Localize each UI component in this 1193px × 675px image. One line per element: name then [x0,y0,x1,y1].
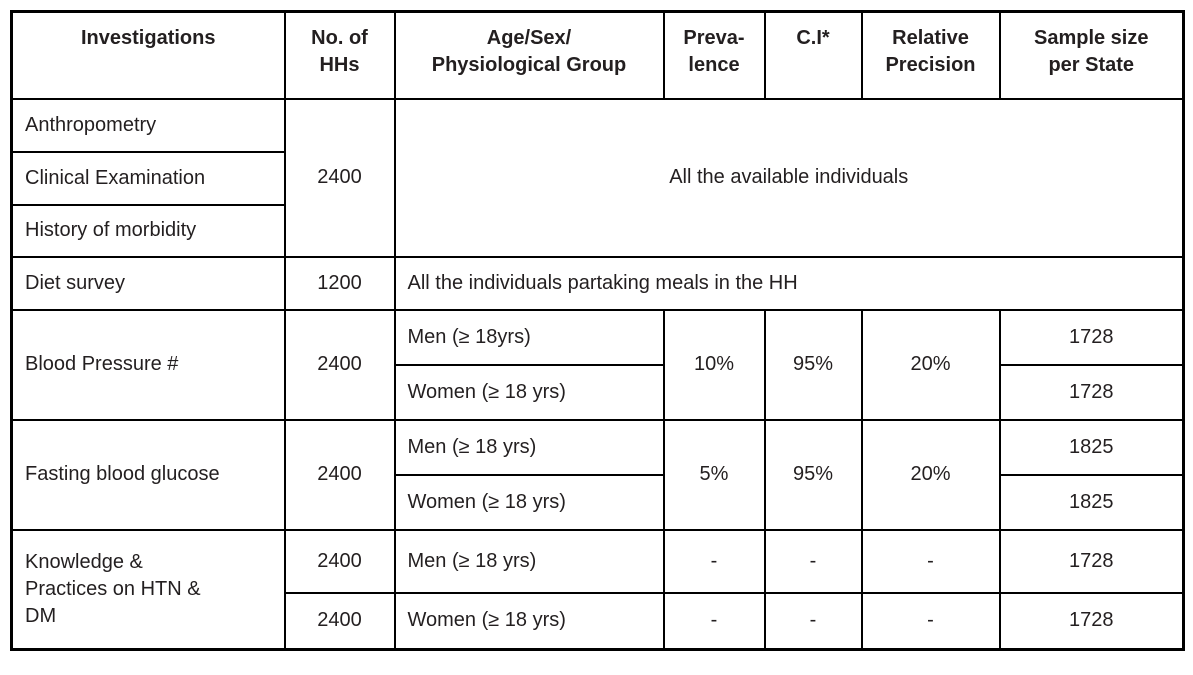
cell-fasting-glucose-prevalence: 5% [662,418,766,531]
header-ci: C.I* [763,10,863,100]
header-row: Investigations No. of HHs Age/Sex/ Physi… [10,10,1185,100]
header-prevalence: Preva- lence [662,10,766,100]
cell-fasting-glucose-sample-men: 1825 [998,418,1185,476]
row-clinical-examination: Clinical Examination [10,150,1184,206]
cell-first-section-group: All the available individuals [393,97,1185,258]
cell-history-of-morbidity: History of morbidity [10,203,286,258]
cell-diet-survey-group: All the individuals partaking meals in t… [393,255,1185,311]
cell-blood-pressure-sample-women: 1728 [998,363,1185,421]
cell-clinical-examination: Clinical Examination [10,150,286,206]
cell-blood-pressure-prevalence: 10% [662,308,766,421]
cell-blood-pressure-relative-precision: 20% [860,308,1001,421]
cell-first-section-hhs: 2400 [283,97,396,258]
cell-knowledge-women-relative-precision: - [860,591,1001,651]
cell-fasting-glucose-sample-women: 1825 [998,473,1185,531]
cell-diet-survey: Diet survey [10,255,286,311]
cell-knowledge-men-prevalence: - [662,528,766,594]
cell-fasting-glucose-ci: 95% [763,418,863,531]
cell-blood-pressure-men-group: Men (≥ 18yrs) [393,308,665,366]
cell-fasting-glucose: Fasting blood glucose [10,418,286,531]
page: Investigations No. of HHs Age/Sex/ Physi… [0,10,1193,675]
row-diet-survey: Diet survey 1200 All the individuals par… [10,255,1185,311]
row-fasting-glucose-women: Women (≥ 18 yrs) 1825 [12,473,1185,531]
cell-knowledge-men-ci: - [763,528,863,594]
survey-design-table: Investigations No. of HHs Age/Sex/ Physi… [10,10,1185,651]
cell-diet-survey-hhs: 1200 [283,255,396,311]
row-knowledge-practices-men: Knowledge & Practices on HTN & DM 2400 M… [10,528,1185,651]
cell-knowledge-women-hhs: 2400 [283,591,396,651]
cell-anthropometry: Anthropometry [10,97,286,153]
cell-knowledge-men-sample: 1728 [998,528,1185,594]
cell-knowledge-women-sample: 1728 [998,591,1185,651]
cell-knowledge-women-group: Women (≥ 18 yrs) [393,591,665,651]
cell-knowledge-practices: Knowledge & Practices on HTN & DM [10,528,286,651]
header-investigations: Investigations [10,10,286,100]
row-knowledge-practices-women: 2400 Women (≥ 18 yrs) - - - 1728 [12,591,1185,651]
row-anthropometry: Anthropometry 2400 All the available ind… [10,97,1185,258]
cell-fasting-glucose-women-group: Women (≥ 18 yrs) [393,473,665,531]
header-age-sex-group: Age/Sex/ Physiological Group [393,10,665,100]
cell-blood-pressure-hhs: 2400 [283,308,396,421]
row-fasting-glucose-men: Fasting blood glucose 2400 Men (≥ 18 yrs… [10,418,1185,531]
cell-blood-pressure: Blood Pressure # [10,308,286,421]
cell-blood-pressure-ci: 95% [763,308,863,421]
cell-blood-pressure-sample-men: 1728 [998,308,1185,366]
cell-fasting-glucose-hhs: 2400 [283,418,396,531]
cell-knowledge-women-prevalence: - [662,591,766,651]
cell-knowledge-women-ci: - [763,591,863,651]
row-blood-pressure-women: Women (≥ 18 yrs) 1728 [12,363,1185,421]
cell-knowledge-men-hhs: 2400 [283,528,396,594]
header-no-of-hhs: No. of HHs [283,10,396,100]
cell-knowledge-men-group: Men (≥ 18 yrs) [393,528,665,594]
header-sample-size: Sample size per State [998,10,1185,100]
cell-fasting-glucose-men-group: Men (≥ 18 yrs) [393,418,665,476]
cell-blood-pressure-women-group: Women (≥ 18 yrs) [393,363,665,421]
row-history-of-morbidity: History of morbidity [10,203,1184,258]
row-blood-pressure-men: Blood Pressure # 2400 Men (≥ 18yrs) 10% … [10,308,1185,421]
header-relative-precision: Relative Precision [860,10,1001,100]
cell-knowledge-men-relative-precision: - [860,528,1001,594]
cell-fasting-glucose-relative-precision: 20% [860,418,1001,531]
